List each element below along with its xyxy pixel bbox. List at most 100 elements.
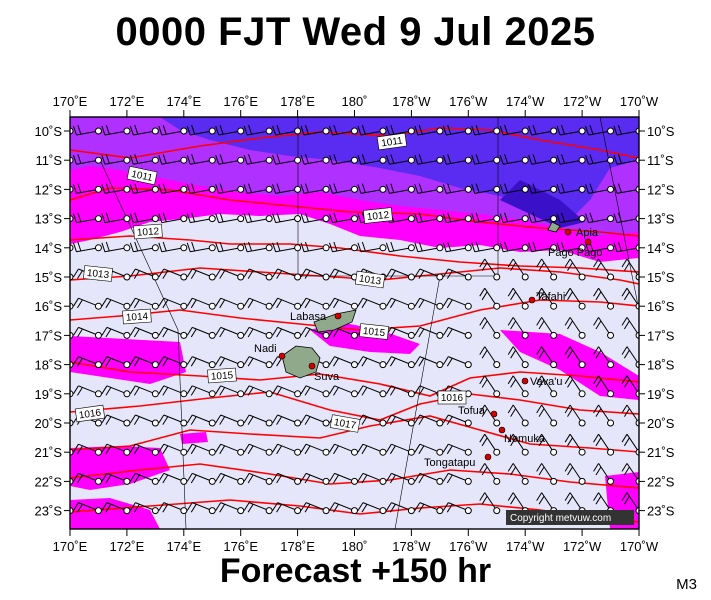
wind-barb [158,502,188,515]
wind-barb [129,326,159,339]
wind-barb [528,125,558,136]
wind-barb [499,183,529,194]
rain-patch-west [70,336,186,384]
wind-barb [357,385,387,398]
isobar-line [70,463,639,489]
place-label: Apia [576,227,599,239]
wind-barb [442,125,472,136]
wind-barb [129,297,159,310]
wind-barb [272,472,302,485]
chart-title: 0000 FJT Wed 9 Jul 2025 [115,10,596,54]
wind-barb [101,297,131,310]
wind-barb [613,241,639,253]
place-label: Nomuka [504,433,546,445]
wind-barb [215,212,245,224]
wind-barb [186,356,216,369]
wind-barb [329,443,358,456]
place-marker [484,453,492,461]
wind-barb [129,183,159,194]
wind-barb [329,154,358,165]
wind-barb [507,463,529,485]
svg-text:1014: 1014 [126,311,149,324]
wind-barb [243,385,273,398]
place-label: Labasa [290,311,327,323]
place-marker [528,296,536,304]
wind-barb [72,183,102,194]
wind-barb [158,443,188,456]
forecast-label: Forecast +150 hr [219,552,492,590]
wind-barb [499,125,529,136]
wind-barb [357,241,387,253]
wind-barb [357,443,387,456]
lat-label-left: 23˚S [35,504,63,519]
lat-label-left: 22˚S [35,474,63,489]
lat-label-left: 19˚S [35,387,63,402]
wind-barb [479,463,501,485]
wind-barb [215,326,245,339]
wind-barb [621,404,639,427]
wind-barb [272,183,302,194]
svg-text:1015: 1015 [211,370,234,383]
wind-barb [243,268,273,281]
wind-barb [613,154,639,165]
wind-barb [385,472,415,485]
wind-barb [272,154,302,165]
lon-label-bottom: 170˚E [53,539,88,554]
wind-barb [357,154,387,165]
wind-barb [158,326,188,339]
svg-text:1011: 1011 [130,169,154,184]
wind-barb [101,472,131,485]
wind-barb [101,125,131,136]
wind-barb [129,502,159,515]
wind-barb [564,258,586,281]
lat-label-left: 16˚S [35,299,63,314]
wind-barb [528,241,558,253]
wind-barb [300,125,330,136]
lon-label-top: 170˚E [53,94,88,109]
lat-label-right: 17˚S [647,328,675,343]
place-label: Pago Pago [548,247,602,259]
wind-barb [593,375,615,398]
wind-barb [479,346,501,369]
isobar-label: 1016 [74,404,106,423]
lat-label-right: 23˚S [647,504,675,519]
wind-barb [414,241,444,253]
wind-barb [442,297,472,310]
wind-barb [300,212,330,224]
lon-label-bottom: 176˚E [223,539,258,554]
wind-barb [300,183,330,194]
wind-barb [329,385,358,398]
lat-label-right: 11˚S [647,153,674,168]
wind-barb [613,125,639,136]
wind-barb [158,414,188,427]
place-marker [308,362,316,370]
wind-barb [72,125,102,136]
wind-barb [357,414,387,427]
wind-barb [129,154,159,165]
isobar-label: 1013 [83,265,113,282]
wind-barb [215,297,245,310]
wind-barb [479,287,501,310]
wind-barb [70,215,74,223]
wind-barb [129,268,159,281]
lon-label-top: 178˚E [280,94,315,109]
wind-barb [70,185,74,193]
isobar-line [70,235,639,273]
wind-barb [507,258,529,281]
lat-label-right: 21˚S [647,445,675,460]
wind-barb [300,326,330,339]
wind-barb [329,125,358,136]
wind-barb [186,125,216,136]
wind-barb [158,472,188,485]
wind-barb [329,502,358,515]
wind-barb [73,356,102,369]
wind-barb [243,183,273,194]
wind-barb [414,472,444,485]
wind-barb [70,331,74,339]
wind-barb [414,443,444,456]
samoa-island [547,221,561,233]
lat-label-left: 13˚S [35,212,63,227]
isobar-label: 1015 [207,367,237,384]
wind-barb [385,241,415,253]
wind-barb [593,317,615,339]
